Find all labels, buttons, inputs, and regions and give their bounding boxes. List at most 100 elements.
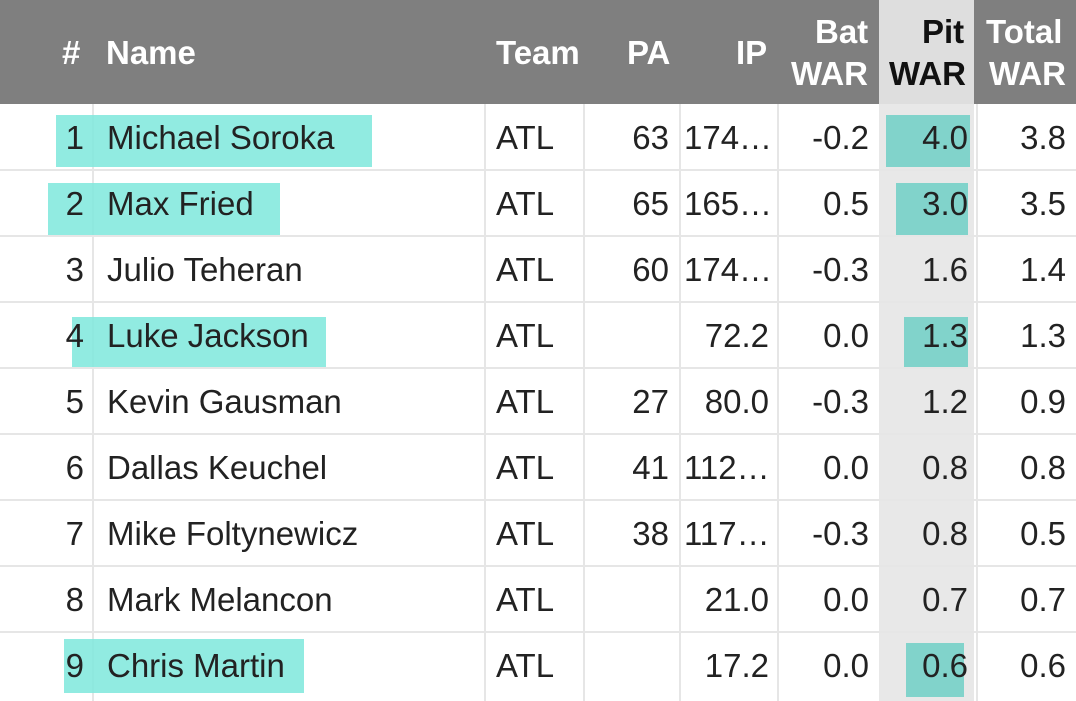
pit-war-cell: 1.6 bbox=[922, 251, 968, 288]
total-war-cell: 0.7 bbox=[1020, 581, 1066, 618]
team-cell[interactable]: ATL bbox=[496, 317, 555, 354]
name-highlight bbox=[64, 639, 304, 693]
table-row[interactable]: 2 Max Fried ATL 65 165… 0.5 3.0 3.5 bbox=[0, 171, 1076, 237]
total-war-cell: 0.6 bbox=[1020, 647, 1066, 684]
table-row[interactable]: 4 Luke Jackson ATL 72.2 0.0 1.3 1.3 bbox=[0, 303, 1076, 369]
total-war-header-line2: WAR bbox=[989, 55, 1066, 92]
team-cell[interactable]: ATL bbox=[496, 251, 555, 288]
rank-cell: 9 bbox=[65, 647, 84, 684]
name-cell[interactable]: Kevin Gausman bbox=[107, 383, 342, 420]
pa-cell: 27 bbox=[632, 383, 669, 420]
row-divider bbox=[0, 235, 1076, 237]
ip-cell: 174… bbox=[684, 251, 773, 288]
total-war-cell: 1.3 bbox=[1020, 317, 1066, 354]
pa-header[interactable]: PA bbox=[627, 34, 671, 71]
team-header[interactable]: Team bbox=[496, 34, 580, 71]
total-war-cell: 3.8 bbox=[1020, 119, 1066, 156]
name-cell[interactable]: Max Fried bbox=[107, 185, 254, 222]
row-divider bbox=[0, 367, 1076, 369]
row-divider bbox=[0, 301, 1076, 303]
rank-cell: 1 bbox=[65, 119, 84, 156]
pit-war-cell: 4.0 bbox=[922, 119, 968, 156]
total-war-cell: 3.5 bbox=[1020, 185, 1066, 222]
pit-war-cell: 0.7 bbox=[922, 581, 968, 618]
ip-cell: 165… bbox=[684, 185, 773, 222]
name-cell[interactable]: Mark Melancon bbox=[107, 581, 333, 618]
team-cell[interactable]: ATL bbox=[496, 647, 555, 684]
name-highlight bbox=[56, 115, 372, 167]
pit-war-header-line2: WAR bbox=[889, 55, 966, 92]
row-divider bbox=[0, 565, 1076, 567]
total-war-cell: 0.9 bbox=[1020, 383, 1066, 420]
pa-cell: 65 bbox=[632, 185, 669, 222]
rank-cell: 2 bbox=[65, 185, 84, 222]
total-war-cell: 1.4 bbox=[1020, 251, 1066, 288]
pa-cell: 38 bbox=[632, 515, 669, 552]
bat-war-cell: 0.0 bbox=[823, 647, 869, 684]
pa-cell bbox=[585, 633, 669, 699]
total-war-header-line1: Total bbox=[986, 13, 1063, 50]
pit-war-cell: 0.8 bbox=[922, 449, 968, 486]
name-cell[interactable]: Dallas Keuchel bbox=[107, 449, 328, 486]
ip-cell: 112… bbox=[684, 449, 770, 486]
bat-war-header-line2: WAR bbox=[791, 55, 868, 92]
table-header: # Name Team PA IP Bat WAR Pit WAR Total … bbox=[0, 0, 1076, 104]
column-divider bbox=[679, 104, 681, 701]
row-divider bbox=[0, 631, 1076, 633]
ip-cell: 72.2 bbox=[704, 317, 769, 354]
rank-cell: 4 bbox=[65, 317, 84, 354]
column-divider bbox=[92, 104, 94, 701]
pa-cell: 60 bbox=[632, 251, 669, 288]
column-divider bbox=[583, 104, 585, 701]
rank-cell: 5 bbox=[65, 383, 84, 420]
name-header[interactable]: Name bbox=[106, 34, 196, 71]
team-cell[interactable]: ATL bbox=[496, 119, 555, 156]
table-row[interactable]: 9 Chris Martin ATL 17.2 0.0 0.6 0.6 bbox=[0, 633, 1076, 701]
table-row[interactable]: 7 Mike Foltynewicz ATL 38 117… -0.3 0.8 … bbox=[0, 501, 1076, 567]
ip-cell: 117… bbox=[684, 515, 770, 552]
bat-war-cell: 0.0 bbox=[823, 581, 869, 618]
bat-war-cell: -0.3 bbox=[812, 251, 869, 288]
bat-war-cell: 0.0 bbox=[823, 317, 869, 354]
table-row[interactable]: 6 Dallas Keuchel ATL 41 112… 0.0 0.8 0.8 bbox=[0, 435, 1076, 501]
ip-cell: 17.2 bbox=[704, 647, 769, 684]
ip-cell: 80.0 bbox=[704, 383, 769, 420]
bat-war-header-line1: Bat bbox=[815, 13, 869, 50]
column-divider bbox=[976, 104, 978, 701]
row-divider bbox=[0, 433, 1076, 435]
ip-cell: 21.0 bbox=[704, 581, 769, 618]
ip-header[interactable]: IP bbox=[736, 34, 768, 71]
table-row[interactable]: 1 Michael Soroka ATL 63 174… -0.2 4.0 3.… bbox=[0, 105, 1076, 171]
bat-war-cell: 0.5 bbox=[823, 185, 869, 222]
pit-war-highlight bbox=[904, 317, 968, 369]
bat-war-cell: 0.0 bbox=[823, 449, 869, 486]
team-cell[interactable]: ATL bbox=[496, 581, 555, 618]
name-cell[interactable]: Mike Foltynewicz bbox=[107, 515, 359, 552]
pa-cell: 63 bbox=[632, 119, 669, 156]
rank-header[interactable]: # bbox=[62, 34, 81, 71]
team-cell[interactable]: ATL bbox=[496, 515, 555, 552]
team-cell[interactable]: ATL bbox=[496, 449, 555, 486]
name-cell[interactable]: Michael Soroka bbox=[107, 119, 335, 156]
table-row[interactable]: 3 Julio Teheran ATL 60 174… -0.3 1.6 1.4 bbox=[0, 237, 1076, 303]
pit-war-highlight bbox=[906, 643, 964, 697]
bat-war-cell: -0.3 bbox=[812, 515, 869, 552]
team-cell[interactable]: ATL bbox=[496, 383, 555, 420]
name-cell[interactable]: Chris Martin bbox=[107, 647, 285, 684]
table-row[interactable]: 8 Mark Melancon ATL 21.0 0.0 0.7 0.7 bbox=[0, 567, 1076, 633]
pa-cell bbox=[585, 303, 669, 369]
column-divider bbox=[484, 104, 486, 701]
column-divider bbox=[777, 104, 779, 701]
pit-war-cell: 1.2 bbox=[922, 383, 968, 420]
table-row[interactable]: 5 Kevin Gausman ATL 27 80.0 -0.3 1.2 0.9 bbox=[0, 369, 1076, 435]
pit-war-highlight bbox=[886, 115, 970, 167]
rank-cell: 8 bbox=[65, 581, 84, 618]
pit-war-cell: 3.0 bbox=[922, 185, 968, 222]
bat-war-cell: -0.2 bbox=[812, 119, 869, 156]
team-cell[interactable]: ATL bbox=[496, 185, 555, 222]
rank-cell: 3 bbox=[65, 251, 84, 288]
pit-war-cell: 0.6 bbox=[922, 647, 968, 684]
name-cell[interactable]: Luke Jackson bbox=[107, 317, 309, 354]
name-cell[interactable]: Julio Teheran bbox=[107, 251, 303, 288]
